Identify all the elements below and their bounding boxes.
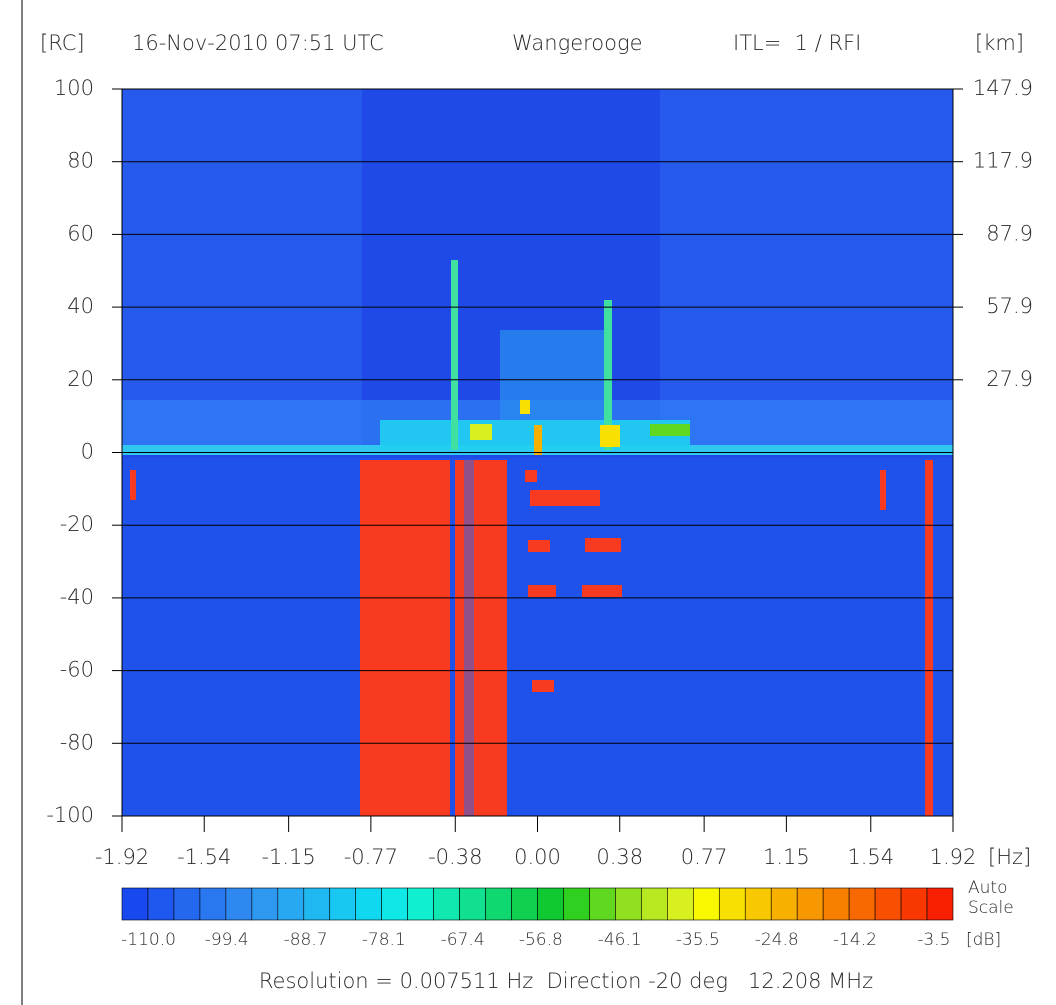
x-tick-label: -1.15 bbox=[261, 845, 315, 869]
x-tick-label: 0.38 bbox=[596, 845, 643, 869]
colorbar-cell bbox=[407, 887, 434, 921]
footer: Resolution = 0.007511 Hz Direction -20 d… bbox=[259, 969, 873, 993]
colorbar-tick-label: -67.4 bbox=[441, 930, 485, 950]
colorbar-cell bbox=[615, 887, 642, 921]
y-tick-label: 0 bbox=[81, 440, 94, 464]
colorbar-cell bbox=[225, 887, 253, 921]
station-tag: [RC] bbox=[40, 31, 85, 55]
x-tick-label: 0.77 bbox=[681, 845, 728, 869]
colorbar-cell bbox=[796, 887, 824, 921]
colorbar-cell bbox=[693, 887, 720, 921]
colorbar-cell bbox=[563, 887, 590, 921]
colorbar-cell bbox=[744, 887, 772, 921]
colorbar-cell bbox=[173, 887, 201, 921]
colorbar-cell bbox=[667, 887, 694, 921]
y-tick-label: -40 bbox=[60, 585, 94, 609]
mode: ITL= 1 / RFI bbox=[733, 31, 861, 55]
colorbar-cell bbox=[277, 887, 305, 921]
colorbar-unit: [dB] bbox=[966, 930, 1001, 950]
y-tick-label: -20 bbox=[60, 512, 94, 536]
colorbar-cell bbox=[900, 887, 928, 921]
colorbar-cell bbox=[537, 887, 564, 921]
colorbar-cell bbox=[251, 887, 279, 921]
site-name: Wangerooge bbox=[512, 31, 643, 55]
y-tick-label: 100 bbox=[54, 76, 94, 100]
y-tick-label: -100 bbox=[46, 803, 94, 827]
colorbar-cell bbox=[511, 887, 538, 921]
colorbar-note: Scale bbox=[968, 898, 1014, 918]
timestamp: 16-Nov-2010 07:51 UTC bbox=[132, 31, 384, 55]
colorbar-tick-label: -24.8 bbox=[755, 930, 799, 950]
y2-unit: [km] bbox=[975, 31, 1024, 55]
colorbar-tick-label: -88.7 bbox=[284, 930, 328, 950]
colorbar-cell bbox=[381, 887, 408, 921]
colorbar-tick-label: -14.2 bbox=[833, 930, 877, 950]
colorbar-cell bbox=[926, 887, 954, 921]
colorbar-cell bbox=[147, 887, 175, 921]
y-tick-label: 20 bbox=[67, 367, 94, 391]
y-tick-label: -60 bbox=[60, 658, 94, 682]
x-tick-label: -1.54 bbox=[177, 845, 231, 869]
colorbar-note: Auto bbox=[968, 878, 1007, 898]
y-tick-label: 40 bbox=[67, 294, 94, 318]
x-tick-label: 1.54 bbox=[847, 845, 894, 869]
colorbar-tick-label: -110.0 bbox=[121, 930, 176, 950]
y2-tick-label: 57.9 bbox=[986, 294, 1033, 318]
colorbar-cell bbox=[199, 887, 227, 921]
x-tick-label: -0.38 bbox=[428, 845, 482, 869]
colorbar-tick-label: -46.1 bbox=[598, 930, 642, 950]
colorbar-cell bbox=[718, 887, 746, 921]
colorbar-tick-label: -78.1 bbox=[362, 930, 406, 950]
colorbar-cell bbox=[303, 887, 331, 921]
y-tick-label: 80 bbox=[67, 149, 94, 173]
colorbar-cell bbox=[589, 887, 616, 921]
y-tick-label: -80 bbox=[60, 730, 94, 754]
colorbar-cell bbox=[641, 887, 668, 921]
y2-tick-label: 87.9 bbox=[986, 221, 1033, 245]
colorbar-tick-label: -35.5 bbox=[676, 930, 720, 950]
colorbar-cell bbox=[329, 887, 357, 921]
x-tick-label: -1.92 bbox=[95, 845, 149, 869]
y2-tick-label: 147.9 bbox=[973, 76, 1033, 100]
colorbar-cell bbox=[874, 887, 902, 921]
x-unit: [Hz] bbox=[988, 845, 1031, 869]
colorbar-cell bbox=[121, 887, 149, 921]
colorbar-cell bbox=[355, 887, 382, 921]
x-tick-label: -0.77 bbox=[344, 845, 398, 869]
colorbar-cell bbox=[485, 887, 512, 921]
colorbar-cell bbox=[459, 887, 486, 921]
colorbar-tick-label: -99.4 bbox=[205, 930, 249, 950]
y2-tick-label: 27.9 bbox=[986, 367, 1033, 391]
y-tick-label: 60 bbox=[67, 221, 94, 245]
x-tick-label: 0.00 bbox=[514, 845, 561, 869]
colorbar-tick-label: -3.5 bbox=[917, 930, 950, 950]
y2-tick-label: 117.9 bbox=[973, 149, 1033, 173]
colorbar-cell bbox=[848, 887, 876, 921]
x-tick-label: 1.92 bbox=[930, 845, 977, 869]
colorbar-cell bbox=[822, 887, 850, 921]
colorbar-tick-label: -56.8 bbox=[519, 930, 563, 950]
colorbar-cell bbox=[770, 887, 798, 921]
colorbar-cell bbox=[433, 887, 460, 921]
x-tick-label: 1.15 bbox=[763, 845, 810, 869]
